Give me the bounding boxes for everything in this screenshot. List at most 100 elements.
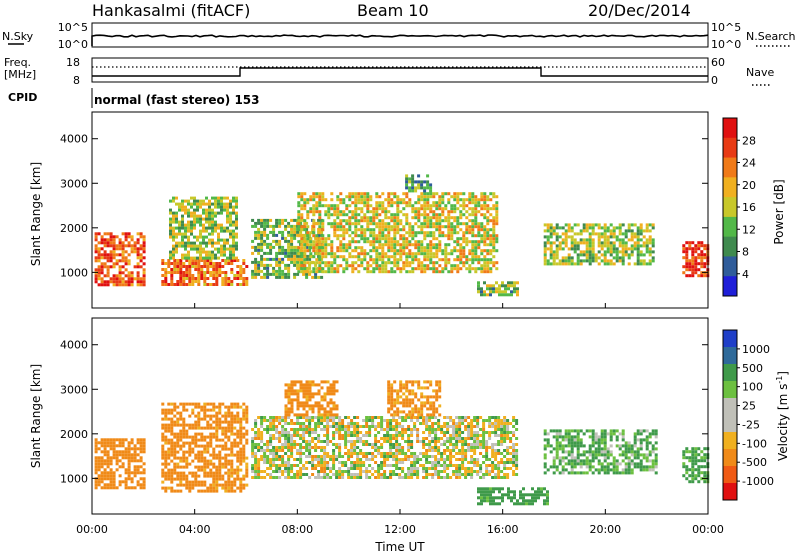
heatmap-cell: [94, 280, 98, 284]
heatmap-cell: [651, 238, 655, 242]
heatmap-cell: [621, 244, 625, 248]
heatmap-cell: [203, 483, 207, 487]
heatmap-cell: [393, 234, 397, 238]
heatmap-cell: [263, 428, 267, 431]
heatmap-cell: [230, 414, 234, 418]
heatmap-cell: [333, 219, 337, 223]
heatmap-cell: [360, 261, 364, 265]
heatmap-cell: [336, 234, 340, 238]
heatmap-cell: [224, 277, 228, 280]
heatmap-cell: [112, 450, 116, 454]
heatmap-cell: [345, 243, 349, 247]
heatmap-cell: [473, 434, 477, 437]
heatmap-cell: [477, 287, 480, 291]
heatmap-cell: [200, 438, 204, 442]
heatmap-cell: [372, 219, 376, 223]
heatmap-cell: [193, 247, 196, 251]
heatmap-cell: [402, 198, 406, 202]
heatmap-cell: [438, 207, 442, 211]
heatmap-cell: [321, 261, 325, 265]
heatmap-cell: [356, 428, 360, 431]
heatmap-cell: [606, 238, 610, 242]
heatmap-cell: [420, 222, 424, 226]
heatmap-cell: [312, 204, 316, 208]
heatmap-cell: [408, 189, 412, 193]
heatmap-cell: [275, 221, 279, 225]
heatmap-cell: [398, 446, 402, 449]
heatmap-cell: [142, 462, 146, 466]
heatmap-cell: [173, 468, 177, 472]
heatmap-cell: [363, 237, 367, 241]
heatmap-cell: [420, 213, 424, 217]
heatmap-cell: [281, 272, 285, 276]
heatmap-cell: [555, 235, 559, 239]
heatmap-cell: [389, 434, 393, 437]
heatmap-cell: [435, 246, 439, 250]
heatmap-cell: [320, 458, 324, 461]
heatmap-cell: [167, 429, 171, 433]
heatmap-cell: [290, 251, 294, 255]
heatmap-cell: [417, 267, 421, 271]
heatmap-cell: [408, 255, 412, 259]
heatmap-cell: [164, 262, 168, 265]
heatmap-cell: [254, 434, 258, 437]
heatmap-cell: [555, 247, 559, 251]
heatmap-cell: [411, 231, 415, 235]
heatmap-cell: [591, 223, 595, 227]
heatmap-cell: [375, 246, 379, 250]
heatmap-cell: [407, 416, 411, 419]
heatmap-cell: [372, 261, 376, 265]
heatmap-cell: [300, 255, 304, 259]
heatmap-cell: [176, 283, 180, 286]
heatmap-cell: [139, 477, 143, 481]
heatmap-cell: [278, 224, 282, 228]
heatmap-cell: [497, 425, 501, 428]
heatmap-cell: [281, 221, 285, 225]
heatmap-cell: [372, 258, 376, 262]
heatmap-cell: [206, 462, 210, 466]
heatmap-cell: [193, 196, 196, 200]
heatmap-cell: [230, 450, 234, 454]
heatmap-cell: [374, 440, 378, 443]
heatmap-cell: [468, 201, 472, 205]
heatmap-cell: [362, 419, 366, 422]
heatmap-cell: [609, 247, 613, 251]
heatmap-cell: [411, 216, 415, 220]
heatmap-cell: [297, 219, 301, 223]
heatmap-cell: [582, 259, 586, 263]
heatmap-cell: [389, 446, 393, 449]
heatmap-cell: [206, 471, 210, 475]
heatmap-cell: [242, 426, 246, 430]
heatmap-cell: [567, 259, 571, 263]
heatmap-cell: [287, 269, 291, 273]
heatmap-cell: [133, 247, 137, 251]
heatmap-cell: [474, 213, 478, 217]
heatmap-cell: [546, 238, 550, 242]
heatmap-cell: [275, 275, 279, 279]
heatmap-cell: [139, 283, 143, 287]
heatmap-cell: [597, 241, 601, 245]
heatmap-cell: [305, 467, 309, 470]
heatmap-cell: [317, 407, 321, 411]
heatmap-cell: [224, 262, 228, 265]
heatmap-cell: [182, 474, 186, 478]
heatmap-cell: [170, 262, 174, 265]
heatmap-cell: [375, 207, 379, 211]
heatmap-cell: [314, 383, 318, 387]
heatmap-cell: [329, 467, 333, 470]
heatmap-cell: [275, 239, 279, 243]
heatmap-cell: [302, 416, 306, 419]
heatmap-cell: [97, 441, 101, 445]
colorbar-segment: [723, 137, 737, 159]
heatmap-cell: [175, 235, 178, 239]
heatmap-cell: [435, 252, 439, 256]
heatmap-cell: [347, 416, 351, 419]
heatmap-cell: [512, 446, 516, 449]
heatmap-cell: [495, 222, 499, 226]
heatmap-cell: [474, 258, 478, 262]
heatmap-cell: [359, 452, 363, 455]
heatmap-cell: [345, 213, 349, 217]
heatmap-cell: [284, 236, 288, 240]
heatmap-cell: [461, 473, 465, 476]
heatmap-cell: [257, 218, 261, 222]
